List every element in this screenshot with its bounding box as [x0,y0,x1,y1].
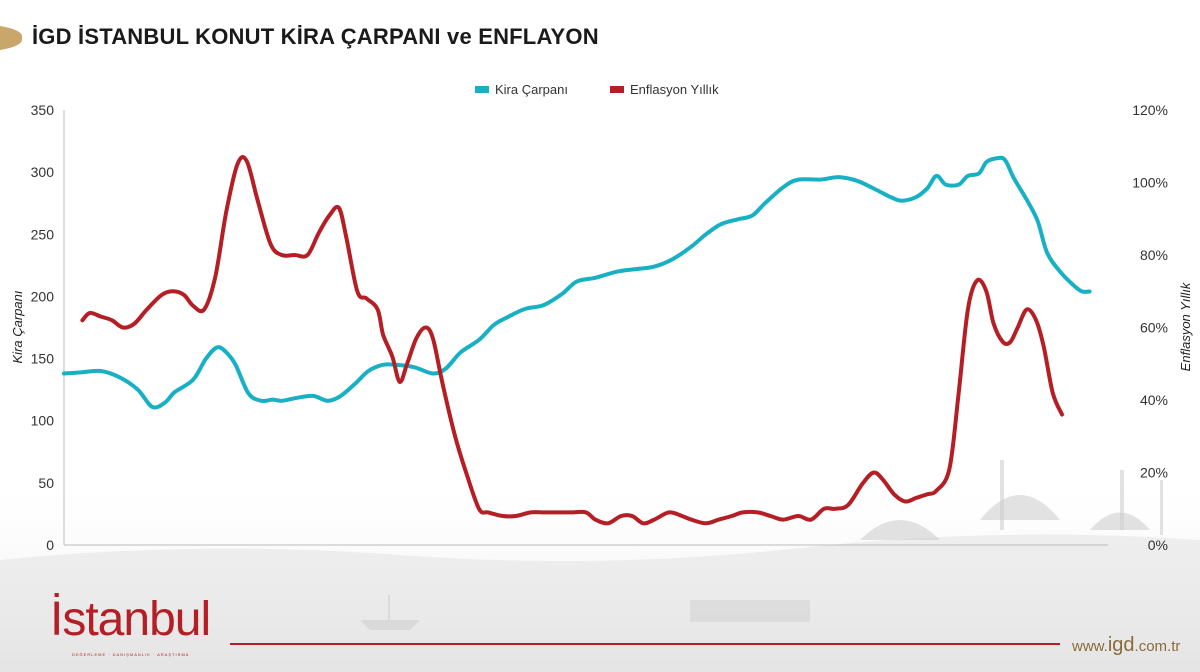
y-right-tick-label: 40% [1140,392,1168,408]
logo-wordmark: İstanbul [50,593,211,646]
url-prefix: www. [1072,638,1108,655]
url-suffix: .com.tr [1134,638,1181,655]
y-left-tick-label: 100 [31,413,55,429]
y-right-tick-label: 0% [1148,537,1168,553]
y-right-tick-label: 60% [1140,320,1168,336]
y-right-tick-label: 120% [1132,102,1168,118]
series-line-kira [62,155,1092,410]
y-right-tick-label: 20% [1140,465,1168,481]
y-left-tick-label: 50 [38,475,54,491]
y-right-tick-label: 80% [1140,247,1168,263]
y-left-axis-title: Kira Çarpanı [10,290,25,363]
series-line-enflasyon [80,155,1064,526]
legend-label-enflasyon: Enflasyon Yıllık [630,82,719,97]
leaf-icon [0,26,23,50]
chart-title: İGD İSTANBUL KONUT KİRA ÇARPANI ve ENFLA… [32,24,599,49]
legend-swatch-kira [475,86,489,93]
y-left-tick-label: 350 [31,102,55,118]
istanbul-logo: İstanbul DEĞERLEME · DANIŞMANLIK · ARAŞT… [32,594,242,660]
legend-swatch-enflasyon [610,86,624,93]
y-left-ticks: 0 50 100 150 200 250 300 350 [31,102,55,553]
chart-legend: Kira Çarpanı Enflasyon Yıllık [475,82,719,97]
url-main: igd [1107,634,1135,656]
y-left-tick-label: 150 [31,351,55,367]
logo-tagline: DEĞERLEME · DANIŞMANLIK · ARAŞTIRMA [72,652,190,657]
y-right-ticks: 0% 20% 40% 60% 80% 100% 120% [1132,102,1168,553]
footer-divider [230,643,1060,645]
y-left-tick-label: 250 [31,226,55,242]
y-left-tick-label: 0 [46,537,54,553]
y-left-tick-label: 200 [31,288,55,304]
legend-label-kira: Kira Çarpanı [495,82,568,97]
y-right-tick-label: 100% [1132,175,1168,191]
y-right-axis-title: Enflasyon Yıllık [1178,281,1193,371]
y-left-tick-label: 300 [31,164,55,180]
footer-url-link[interactable]: www.igd.com.tr [1072,634,1180,657]
